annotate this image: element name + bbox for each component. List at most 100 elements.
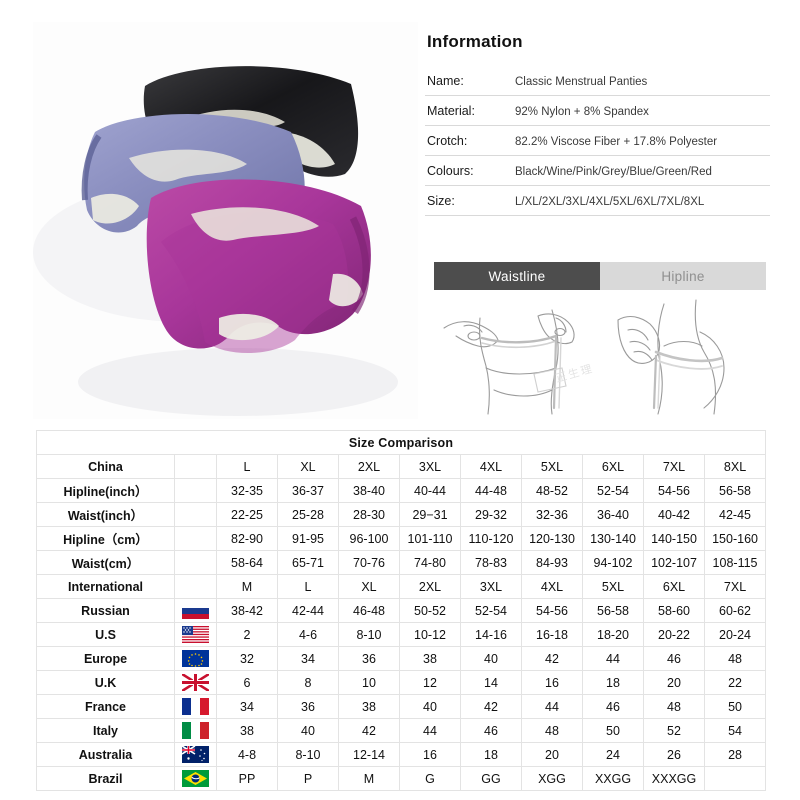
- row-flag-australia: [174, 742, 217, 767]
- table-row-italy: Italy 38 40 42 44 46 48 50 52 54: [36, 718, 767, 743]
- info-row-colours: Colours: Black/Wine/Pink/Grey/Blue/Green…: [425, 156, 770, 186]
- info-label-crotch: Crotch:: [427, 134, 468, 149]
- table-row-waist-cm: Waist(cm） 58-64 65-71 70-76 74-80 78-83 …: [36, 550, 767, 575]
- cell-hipline-cm-1: 91-95: [277, 526, 339, 551]
- cell-australia-8: 28: [703, 742, 767, 767]
- info-label-name: Name:: [427, 74, 464, 89]
- cell-waist-cm-7: 102-107: [643, 550, 705, 575]
- cell-russian-1: 42-44: [277, 598, 339, 623]
- cell-brazil-4: GG: [460, 766, 522, 791]
- cell-hipline-cm-0: 82-90: [216, 526, 278, 551]
- cell-international-4: 3XL: [460, 574, 522, 599]
- info-row-size: Size: L/XL/2XL/3XL/4XL/5XL/6XL/7XL/8XL: [425, 186, 770, 216]
- measurement-diagrams: 正生理: [434, 290, 766, 415]
- eu-flag-icon: [182, 650, 209, 667]
- cell-us-1: 4-6: [277, 622, 339, 647]
- info-value-colours: Black/Wine/Pink/Grey/Blue/Green/Red: [515, 165, 712, 178]
- cell-italy-2: 42: [338, 718, 400, 743]
- cell-waist-cm-4: 78-83: [460, 550, 522, 575]
- cell-hipline-inch-6: 52-54: [582, 478, 644, 503]
- cell-hipline-inch-3: 40-44: [399, 478, 461, 503]
- info-label-material: Material:: [427, 104, 475, 119]
- row-flag-russian: [174, 598, 217, 623]
- cell-brazil-1: P: [277, 766, 339, 791]
- cell-hipline-cm-4: 110-120: [460, 526, 522, 551]
- cell-us-7: 20-22: [643, 622, 705, 647]
- cell-europe-0: 32: [216, 646, 278, 671]
- cell-china-1: XL: [277, 454, 339, 479]
- cell-china-0: L: [216, 454, 278, 479]
- cell-europe-1: 34: [277, 646, 339, 671]
- cell-italy-4: 46: [460, 718, 522, 743]
- cell-waist-cm-5: 84-93: [521, 550, 583, 575]
- cell-europe-4: 40: [460, 646, 522, 671]
- info-value-material: 92% Nylon + 8% Spandex: [515, 105, 649, 118]
- cell-waist-cm-3: 74-80: [399, 550, 461, 575]
- row-label-uk: U.K: [36, 670, 175, 695]
- uk-flag-icon: [182, 674, 209, 691]
- cell-hipline-cm-5: 120-130: [521, 526, 583, 551]
- russia-flag-icon: [182, 602, 209, 619]
- cell-australia-7: 26: [643, 742, 705, 767]
- cell-italy-7: 52: [643, 718, 705, 743]
- cell-brazil-8: [703, 766, 767, 791]
- row-label-us: U.S: [36, 622, 175, 647]
- cell-brazil-0: PP: [216, 766, 278, 791]
- cell-brazil-7: XXXGG: [643, 766, 705, 791]
- info-row-crotch: Crotch: 82.2% Viscose Fiber + 17.8% Poly…: [425, 126, 770, 156]
- row-label-waist-cm: Waist(cm）: [36, 550, 175, 575]
- cell-uk-5: 16: [521, 670, 583, 695]
- cell-france-0: 34: [216, 694, 278, 719]
- cell-international-5: 4XL: [521, 574, 583, 599]
- cell-hipline-cm-6: 130-140: [582, 526, 644, 551]
- cell-france-2: 38: [338, 694, 400, 719]
- tab-waistline[interactable]: Waistline: [434, 262, 600, 290]
- cell-france-4: 42: [460, 694, 522, 719]
- table-row-hipline-inch: Hipline(inch） 32-35 36-37 38-40 40-44 44…: [36, 478, 767, 503]
- cell-us-2: 8-10: [338, 622, 400, 647]
- cell-australia-4: 18: [460, 742, 522, 767]
- cell-hipline-inch-7: 54-56: [643, 478, 705, 503]
- cell-waist-cm-8: 108-115: [703, 550, 767, 575]
- row-flag-hipline-cm: [174, 526, 217, 551]
- table-row-hipline-cm: Hipline（cm） 82-90 91-95 96-100 101-110 1…: [36, 526, 767, 551]
- information-title: Information: [427, 32, 523, 51]
- row-label-hipline-cm: Hipline（cm）: [36, 526, 175, 551]
- row-label-waist-inch: Waist(inch）: [36, 502, 175, 527]
- cell-russian-7: 58-60: [643, 598, 705, 623]
- cell-australia-1: 8-10: [277, 742, 339, 767]
- tab-hipline[interactable]: Hipline: [600, 262, 766, 290]
- table-row-waist-inch: Waist(inch） 22-25 25-28 28-30 29−31 29-3…: [36, 502, 767, 527]
- cell-australia-2: 12-14: [338, 742, 400, 767]
- info-value-name: Classic Menstrual Panties: [515, 75, 648, 88]
- cell-russian-3: 50-52: [399, 598, 461, 623]
- table-title-row: Size Comparison: [35, 430, 767, 455]
- cell-australia-6: 24: [582, 742, 644, 767]
- cell-waist-cm-2: 70-76: [338, 550, 400, 575]
- cell-brazil-2: M: [338, 766, 400, 791]
- cell-australia-5: 20: [521, 742, 583, 767]
- row-label-russian: Russian: [36, 598, 175, 623]
- cell-waist-inch-0: 22-25: [216, 502, 278, 527]
- cell-italy-5: 48: [521, 718, 583, 743]
- cell-hipline-inch-2: 38-40: [338, 478, 400, 503]
- cell-uk-8: 22: [703, 670, 767, 695]
- row-flag-italy: [174, 718, 217, 743]
- cell-china-5: 5XL: [521, 454, 583, 479]
- cell-international-8: 7XL: [703, 574, 767, 599]
- cell-hipline-inch-5: 48-52: [521, 478, 583, 503]
- cell-france-1: 36: [277, 694, 339, 719]
- cell-us-0: 2: [216, 622, 278, 647]
- table-row-australia: Australia: [36, 742, 767, 767]
- cell-australia-0: 4-8: [216, 742, 278, 767]
- cell-us-5: 16-18: [521, 622, 583, 647]
- cell-france-6: 46: [582, 694, 644, 719]
- cell-uk-3: 12: [399, 670, 461, 695]
- cell-us-3: 10-12: [399, 622, 461, 647]
- cell-international-3: 2XL: [399, 574, 461, 599]
- cell-uk-0: 6: [216, 670, 278, 695]
- cell-australia-3: 16: [399, 742, 461, 767]
- table-row-us: U.S: [36, 622, 767, 647]
- cell-brazil-5: XGG: [521, 766, 583, 791]
